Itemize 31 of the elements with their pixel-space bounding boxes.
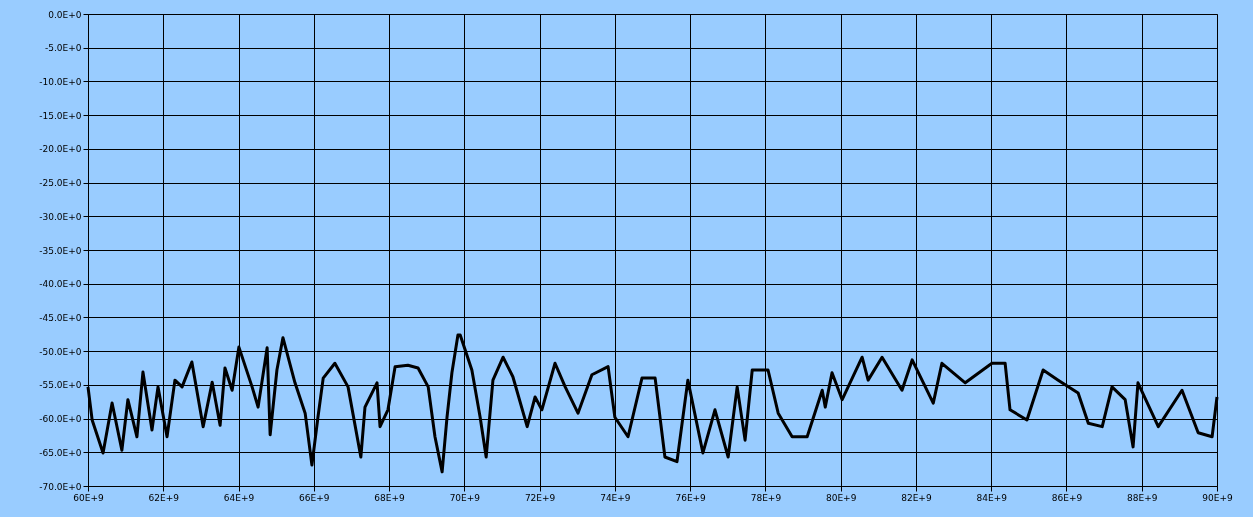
y-tick-label: -5.0E+0 — [44, 43, 82, 54]
x-tick-label: 82E+9 — [901, 492, 932, 503]
y-tick-label: -65.0E+0 — [39, 447, 82, 458]
y-tick-label: -35.0E+0 — [39, 245, 82, 256]
y-tick-label: -40.0E+0 — [39, 279, 82, 290]
y-tick-label: -70.0E+0 — [39, 481, 82, 492]
x-tick-label: 78E+9 — [750, 492, 782, 503]
y-tick-label: -50.0E+0 — [39, 346, 82, 357]
x-tick-label: 74E+9 — [600, 492, 631, 503]
y-tick-label: -10.0E+0 — [39, 76, 82, 87]
x-tick-label: 90E+9 — [1202, 492, 1233, 503]
y-tick-label: 0.0E+0 — [48, 9, 82, 20]
y-tick-label: -45.0E+0 — [39, 312, 82, 323]
x-tick-label: 62E+9 — [148, 492, 180, 503]
x-tick-label: 64E+9 — [223, 492, 255, 503]
y-tick-label: -20.0E+0 — [39, 144, 82, 155]
y-tick-label: -55.0E+0 — [39, 380, 82, 391]
x-tick-label: 84E+9 — [976, 492, 1008, 503]
x-tick-label: 76E+9 — [675, 492, 707, 503]
x-tick-label: 66E+9 — [299, 492, 330, 503]
x-tick-label: 88E+9 — [1127, 492, 1158, 503]
y-tick-label: -15.0E+0 — [39, 110, 82, 121]
x-tick-label: 80E+9 — [825, 492, 857, 503]
x-tick-label: 60E+9 — [73, 492, 104, 503]
y-tick-label: -60.0E+0 — [39, 414, 82, 425]
x-tick-label: 70E+9 — [449, 492, 481, 503]
x-tick-label: 86E+9 — [1051, 492, 1083, 503]
x-tick-label: 72E+9 — [524, 492, 556, 503]
y-tick-label: -25.0E+0 — [39, 178, 82, 189]
y-tick-label: -30.0E+0 — [39, 211, 82, 222]
x-tick-label: 68E+9 — [374, 492, 406, 503]
